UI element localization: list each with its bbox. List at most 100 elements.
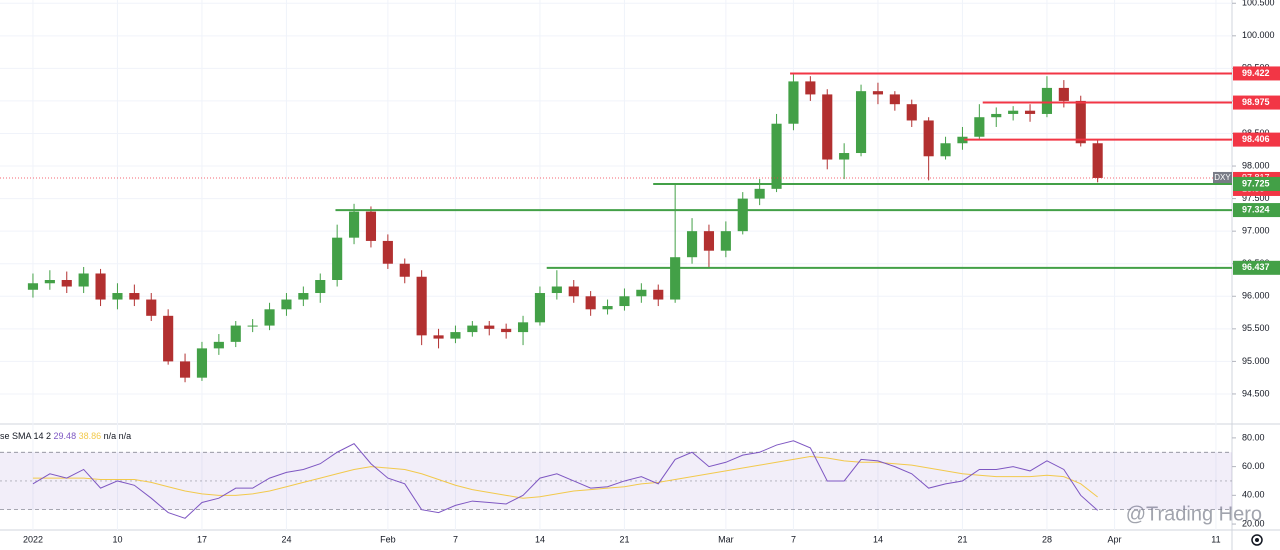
y-tick-label: 80.00 — [1242, 432, 1265, 442]
candle-body — [450, 332, 461, 339]
candle-body — [196, 348, 208, 378]
candle-body — [855, 91, 867, 154]
y-tick-label: 97.000 — [1242, 226, 1270, 236]
settings-icon[interactable] — [1251, 534, 1263, 546]
candle-body — [315, 280, 326, 294]
candle-body — [839, 153, 850, 160]
legend-value: 29.48 — [54, 431, 77, 441]
candle-body — [44, 280, 55, 284]
candle-body — [1075, 100, 1086, 144]
x-tick-label: 2022 — [23, 534, 43, 544]
candle-body — [534, 293, 546, 323]
candle-body — [619, 296, 630, 307]
candle-body — [264, 309, 275, 326]
candle-body — [416, 276, 427, 336]
candle-body — [1092, 143, 1103, 178]
candle-body — [179, 361, 191, 378]
level-label: 97.725 — [1242, 178, 1270, 188]
x-tick-label: 14 — [535, 534, 545, 544]
level-box — [1233, 132, 1280, 147]
candle-body — [61, 280, 72, 287]
x-tick-label: 11 — [1211, 534, 1220, 544]
level-box — [1233, 176, 1280, 191]
level-box — [1233, 95, 1280, 110]
candle-body — [1058, 87, 1069, 101]
candle-body — [551, 286, 562, 294]
level-label: 97.324 — [1242, 204, 1270, 214]
symbol-label: DXY — [1214, 173, 1231, 182]
rsi-line — [32, 440, 1098, 519]
x-tick-label: Feb — [380, 534, 396, 544]
legend-title: se SMA 14 2 — [0, 431, 51, 441]
x-tick-label: Apr — [1108, 534, 1122, 544]
x-tick-label: 28 — [1042, 534, 1052, 544]
candle-body — [974, 117, 985, 137]
y-tick-label: 97.500 — [1242, 193, 1270, 203]
rsi-line — [32, 456, 1098, 499]
y-tick-label: 95.000 — [1242, 356, 1270, 366]
candle-body — [348, 211, 360, 238]
candle-body — [1024, 110, 1036, 114]
x-tick-label: Mar — [718, 534, 734, 544]
y-tick-label: 96.000 — [1242, 291, 1270, 301]
candle-body — [788, 81, 799, 124]
candle-body — [889, 94, 900, 105]
gear[interactable] — [1251, 534, 1263, 546]
candle-body — [822, 94, 833, 160]
candle-body — [129, 293, 140, 300]
candle-body — [517, 322, 529, 333]
candle-body — [805, 81, 816, 95]
candle-body — [501, 328, 512, 333]
level-label: 98.975 — [1242, 97, 1270, 107]
x-tick-label: 17 — [197, 534, 207, 544]
candle-body — [653, 289, 664, 300]
candle-body — [720, 231, 731, 251]
candle-body — [602, 306, 613, 310]
x-tick-label: 14 — [873, 534, 883, 544]
candle-body — [247, 325, 258, 327]
candle-body — [484, 325, 495, 329]
candle-body — [686, 231, 698, 258]
y-tick-label: 40.00 — [1242, 490, 1265, 500]
y-tick-label: 94.500 — [1242, 388, 1270, 398]
level-box — [1233, 66, 1280, 81]
level-box — [1233, 260, 1280, 275]
y-tick-label: 98.000 — [1242, 160, 1270, 170]
candle-body — [365, 211, 377, 241]
y-tick-label: 100.000 — [1242, 30, 1275, 40]
y-tick-label: 95.500 — [1242, 323, 1270, 333]
candle-body — [27, 283, 39, 290]
candle-body — [213, 341, 224, 349]
indicator-legend: se SMA 14 2 29.48 38.86 n/a n/a — [0, 431, 131, 441]
candle-body — [399, 263, 410, 277]
candle-body — [923, 120, 934, 157]
candle-body — [991, 113, 1002, 118]
gear-center[interactable] — [1255, 538, 1259, 542]
x-tick-label: 21 — [619, 534, 629, 544]
candle-body — [940, 143, 951, 157]
candle-body — [146, 299, 157, 316]
candle-body — [230, 325, 241, 342]
candle-body — [872, 91, 884, 95]
candle-body — [1008, 110, 1019, 114]
candle-body — [382, 240, 393, 264]
legend-suffix: n/a n/a — [104, 431, 132, 441]
candle-body — [585, 296, 596, 310]
y-tick-label: 20.00 — [1242, 518, 1265, 528]
x-tick-label: 21 — [957, 534, 967, 544]
candle-body — [771, 123, 782, 189]
candle-body — [298, 293, 309, 300]
x-tick-label: 24 — [281, 534, 291, 544]
candle-body — [670, 257, 681, 300]
candle-body — [467, 325, 478, 333]
candle-body — [636, 289, 647, 297]
candle-body — [281, 299, 292, 310]
level-label: 96.437 — [1242, 262, 1270, 272]
candle-body — [78, 273, 89, 287]
y-tick-label: 60.00 — [1242, 461, 1265, 471]
candle-body — [906, 104, 917, 121]
candle-body — [163, 315, 174, 362]
candle-body — [703, 231, 715, 251]
candle-body — [754, 188, 765, 199]
